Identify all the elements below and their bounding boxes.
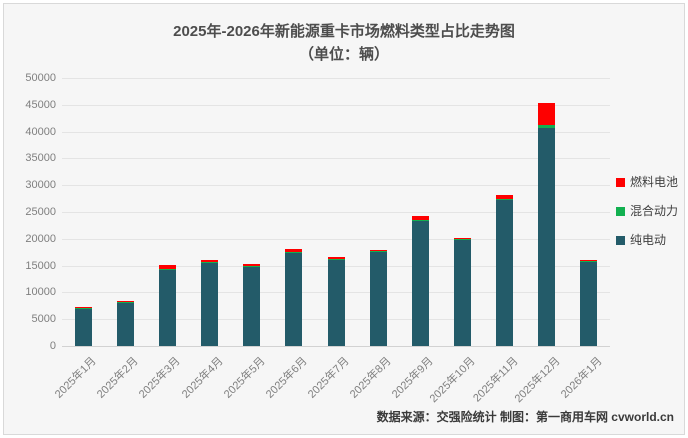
bar-group: [369, 250, 387, 346]
legend-swatch-hybrid: [616, 206, 625, 216]
bar-group: [116, 301, 134, 346]
chart-title-block: 2025年-2026年新能源重卡市场燃料类型占比走势图 （单位：辆）: [0, 20, 688, 66]
bar-segment-fuel-cell: [243, 264, 261, 266]
bar-segment-fuel-cell: [369, 250, 387, 252]
bar-segment-hybrid: [580, 260, 598, 262]
y-axis-tick-label: 35000: [25, 152, 56, 165]
y-axis-tick-label: 5000: [31, 313, 56, 326]
bar-segment-hybrid: [201, 261, 219, 263]
legend-swatch-fuel-cell: [616, 177, 625, 187]
legend-item-hybrid: 混合动力: [616, 205, 678, 217]
bar-segment-pure-electric: [496, 200, 514, 346]
legend-swatch-pure-electric: [616, 235, 625, 245]
y-axis-tick-label: 40000: [25, 125, 56, 138]
bar-segment-fuel-cell: [116, 301, 134, 303]
y-axis-tick-label: 30000: [25, 179, 56, 192]
bar-segment-fuel-cell: [580, 259, 598, 261]
bar-segment-hybrid: [158, 269, 176, 271]
bar-group: [411, 216, 429, 346]
bar-group: [327, 256, 345, 346]
y-axis-tick-label: 10000: [25, 286, 56, 299]
legend-item-pure-electric: 纯电动: [616, 234, 678, 246]
chart-title: 2025年-2026年新能源重卡市场燃料类型占比走势图: [173, 23, 515, 40]
y-axis-tick-label: 15000: [25, 259, 56, 272]
gridline: [62, 238, 610, 240]
bar-segment-pure-electric: [74, 308, 92, 346]
bar-group: [496, 194, 514, 346]
chart-subtitle: （单位：辆）: [298, 46, 389, 63]
gridline: [62, 185, 610, 187]
bar-segment-fuel-cell: [201, 260, 219, 262]
legend-item-fuel-cell: 燃料电池: [616, 176, 678, 188]
bar-segment-fuel-cell: [496, 194, 514, 200]
legend: 燃料电池混合动力纯电动: [616, 176, 678, 263]
bar-segment-hybrid: [369, 251, 387, 253]
source-credit-text: 数据来源：交强险统计 制图：第一商用车网 cvworld.cn: [376, 410, 674, 424]
bar-segment-hybrid: [496, 199, 514, 201]
bar-segment-hybrid: [74, 307, 92, 309]
y-axis-tick-label: 20000: [25, 232, 56, 245]
gridline: [62, 212, 610, 213]
bar-group: [243, 264, 261, 346]
chart-canvas: [3, 3, 685, 435]
bar-group: [538, 103, 556, 346]
bar-segment-fuel-cell: [327, 256, 345, 259]
legend-label: 燃料电池: [630, 175, 679, 189]
bar-segment-fuel-cell: [538, 103, 556, 125]
gridline: [62, 346, 610, 347]
bar-segment-fuel-cell: [411, 216, 429, 221]
bar-segment-hybrid: [243, 265, 261, 267]
y-axis-tick-label: 25000: [25, 206, 56, 218]
gridline: [62, 78, 610, 79]
bar-group: [74, 306, 92, 346]
y-axis-tick-label: 50000: [25, 72, 56, 84]
bar-segment-hybrid: [327, 258, 345, 260]
x-axis-tick-label: 2025年1月: [53, 355, 99, 401]
bar-segment-pure-electric: [243, 266, 261, 346]
legend-label: 纯电动: [630, 233, 667, 247]
bar-group: [158, 265, 176, 346]
bar-segment-hybrid: [453, 239, 471, 241]
bar-segment-pure-electric: [580, 261, 598, 346]
bar-segment-pure-electric: [327, 259, 345, 346]
bar-segment-fuel-cell: [453, 237, 471, 240]
bar-segment-pure-electric: [285, 252, 303, 346]
y-axis-tick-label: 45000: [25, 98, 56, 111]
bar-segment-pure-electric: [538, 127, 556, 346]
bar-segment-pure-electric: [453, 240, 471, 346]
bar-segment-pure-electric: [411, 221, 429, 346]
bar-group: [580, 259, 598, 346]
bar-segment-pure-electric: [116, 303, 134, 346]
bar-segment-hybrid: [411, 220, 429, 222]
gridline: [62, 158, 610, 160]
bar-segment-fuel-cell: [74, 306, 92, 308]
gridline: [62, 131, 610, 133]
bar-segment-hybrid: [285, 251, 303, 253]
bar-segment-pure-electric: [201, 262, 219, 346]
y-axis-tick-label: 0: [49, 340, 56, 352]
bar-segment-fuel-cell: [285, 249, 303, 252]
bar-group: [201, 260, 219, 346]
bar-group: [285, 249, 303, 346]
bar-segment-pure-electric: [369, 252, 387, 346]
bar-segment-hybrid: [116, 302, 134, 304]
bar-segment-pure-electric: [158, 270, 176, 346]
bar-segment-fuel-cell: [158, 265, 176, 270]
bar-group: [453, 237, 471, 346]
gridline: [62, 104, 610, 106]
legend-label: 混合动力: [630, 204, 679, 218]
bar-segment-hybrid: [538, 124, 556, 128]
